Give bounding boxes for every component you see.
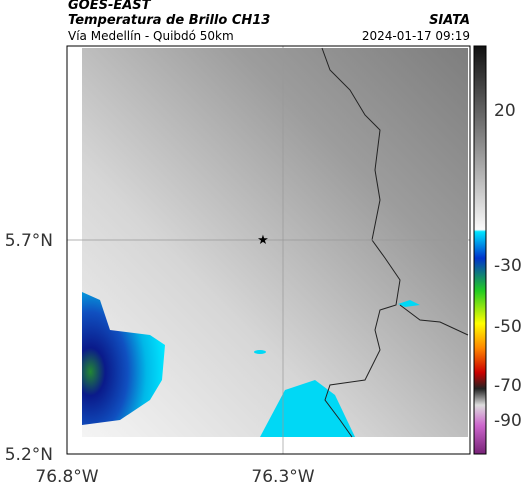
map: ★ xyxy=(66,45,471,455)
cloud xyxy=(398,300,420,307)
lon-tick: 76.8°W xyxy=(35,467,98,487)
colorbar-tick: 20 xyxy=(494,101,516,121)
border xyxy=(321,47,469,438)
lat-tick: 5.2°N xyxy=(5,445,53,465)
cloud xyxy=(260,380,355,437)
title: GOES-EAST xyxy=(68,0,152,13)
colorbar-tick: -70 xyxy=(494,376,522,396)
frame xyxy=(66,45,471,455)
datetime: 2024-01-17 09:19 xyxy=(362,29,470,43)
cloud xyxy=(254,350,266,354)
lon-tick: 76.3°W xyxy=(251,467,314,487)
location: Vía Medellín - Quibdó 50km xyxy=(68,29,234,43)
colorbar-tick: -90 xyxy=(494,411,522,431)
colorbar: 20 -30 -50 -70 -90 xyxy=(473,45,522,455)
colorbar-tick: -50 xyxy=(494,317,522,337)
city-marker: ★ xyxy=(257,233,269,248)
colorbar-tick: -30 xyxy=(494,256,522,276)
lat-tick: 5.7°N xyxy=(5,231,53,251)
source: SIATA xyxy=(429,13,470,28)
cloud xyxy=(82,292,165,425)
subtitle: Temperatura de Brillo CH13 xyxy=(68,13,270,28)
